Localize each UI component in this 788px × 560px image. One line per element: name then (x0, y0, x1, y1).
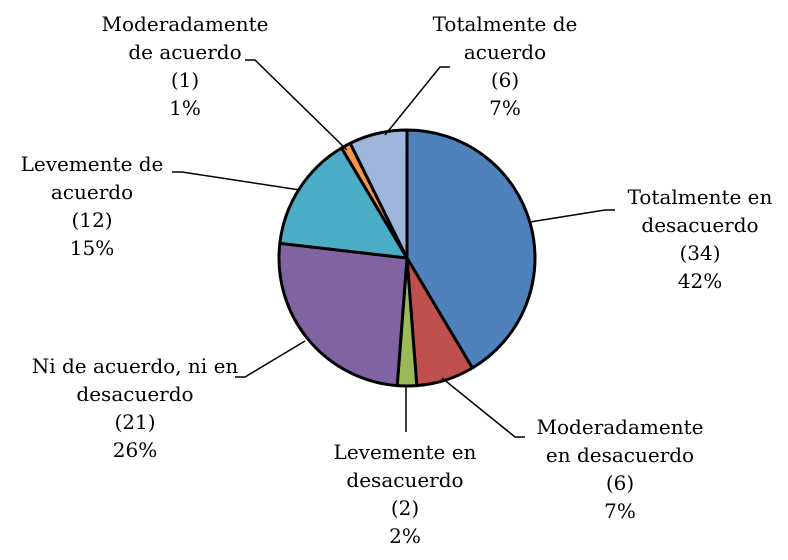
percentage-label: 2% (389, 524, 421, 548)
data-label: Totalmente de acuerdo (6) 7% (420, 10, 590, 122)
percentage-label: 1% (169, 96, 201, 120)
pie-slice (277, 241, 409, 388)
leader-line (172, 171, 301, 191)
category-label: Totalmente de acuerdo (432, 12, 578, 64)
category-label: Levemente de acuerdo (20, 152, 164, 204)
leader-line (235, 340, 306, 378)
data-label: Ni de acuerdo, ni en desacuerdo (21) 26% (28, 352, 243, 464)
leader-line (529, 209, 615, 223)
percentage-label: 7% (489, 96, 521, 120)
pie-slice (278, 146, 409, 260)
pie-slice (405, 128, 537, 370)
count-label: (12) (71, 208, 113, 232)
leader-line (245, 59, 348, 151)
count-label: (6) (490, 68, 520, 92)
leader-line (384, 66, 450, 136)
percentage-label: 42% (677, 269, 723, 293)
count-label: (34) (679, 241, 721, 265)
category-label: Moderadamente de acuerdo (101, 12, 269, 64)
data-label: Moderadamente en desacuerdo (6) 7% (530, 413, 710, 525)
count-label: (6) (605, 471, 635, 495)
data-label: Moderadamente de acuerdo (1) 1% (95, 10, 275, 122)
category-label: Totalmente en desacuerdo (627, 185, 773, 237)
percentage-label: 7% (604, 499, 636, 523)
percentage-label: 15% (69, 236, 115, 260)
data-label: Totalmente en desacuerdo (34) 42% (613, 183, 788, 295)
count-label: (2) (390, 496, 420, 520)
category-label: Moderadamente en desacuerdo (536, 415, 704, 467)
data-label: Levemente en desacuerdo (2) 2% (320, 438, 490, 550)
count-label: (21) (114, 410, 156, 434)
percentage-label: 26% (112, 438, 158, 462)
category-label: Ni de acuerdo, ni en desacuerdo (31, 354, 239, 406)
pie-slice (348, 128, 409, 260)
count-label: (1) (170, 68, 200, 92)
category-label: Levemente en desacuerdo (333, 440, 477, 492)
data-label: Levemente de acuerdo (12) 15% (7, 150, 177, 262)
leader-line (441, 377, 525, 438)
